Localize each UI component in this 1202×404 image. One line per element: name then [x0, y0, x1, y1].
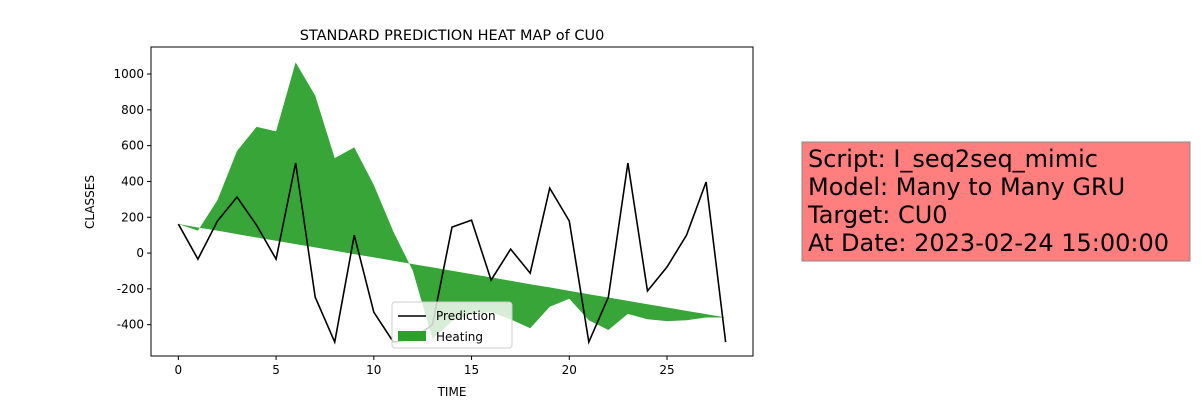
legend-swatch: [398, 331, 426, 341]
y-tick-label: -400: [117, 318, 144, 332]
annotation-box: [801, 141, 1191, 262]
plot-frame: [150, 46, 754, 357]
x-tick-label: 20: [562, 363, 577, 377]
legend-label: Prediction: [436, 309, 496, 323]
y-tick-label: 1000: [113, 67, 144, 81]
y-tick-label: -200: [117, 282, 144, 296]
plot: [177, 62, 727, 345]
annotation-text: Target: CU0: [807, 201, 948, 229]
x-axis-label: TIME: [437, 385, 467, 399]
x-tick-label: 5: [272, 363, 280, 377]
x-tick-label: 0: [175, 363, 183, 377]
prediction-line: [177, 162, 727, 345]
x-tick-label: 15: [464, 363, 479, 377]
y-tick-label: 800: [121, 103, 144, 117]
x-tick-label: 10: [366, 363, 381, 377]
y-axis-label: CLASSES: [83, 175, 97, 229]
annotation-text: Script: I_seq2seq_mimic: [808, 145, 1098, 173]
annotation-text: Model: Many to Many GRU: [808, 173, 1125, 201]
y-tick-label: 0: [136, 246, 144, 260]
y-tick-label: 400: [121, 174, 144, 188]
y-tick-label: 600: [121, 139, 144, 153]
y-tick-label: 200: [121, 210, 144, 224]
annotation-text: At Date: 2023-02-24 15:00:00: [808, 229, 1169, 257]
x-tick-label: 25: [659, 363, 674, 377]
heating-area: [178, 62, 726, 339]
chart-title: STANDARD PREDICTION HEAT MAP of CU0: [300, 28, 605, 44]
legend-label: Heating: [436, 330, 483, 344]
